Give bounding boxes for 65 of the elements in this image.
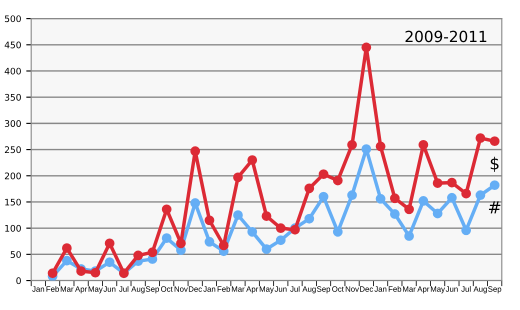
point <box>62 243 72 253</box>
point <box>432 208 442 218</box>
point <box>162 204 172 214</box>
point <box>104 257 114 268</box>
series-label: # <box>488 201 500 214</box>
point <box>332 176 343 186</box>
point <box>247 226 258 237</box>
y-tick-label: 450 <box>4 42 21 48</box>
point <box>318 192 328 202</box>
y-tick-label: 400 <box>4 68 21 75</box>
point <box>204 236 214 247</box>
point <box>490 180 500 190</box>
point <box>304 183 314 194</box>
y-tick-label: 50 <box>10 251 21 258</box>
point <box>318 169 328 180</box>
point <box>162 233 172 243</box>
point <box>432 178 442 188</box>
point <box>404 231 414 241</box>
point <box>62 256 72 266</box>
point <box>204 215 214 226</box>
y-tick-label: 100 <box>5 224 21 232</box>
point <box>361 144 372 154</box>
y-tick-label: 500 <box>4 15 21 22</box>
point <box>218 240 229 250</box>
point <box>461 225 472 236</box>
point <box>148 247 158 258</box>
point <box>176 238 186 248</box>
point <box>404 204 414 214</box>
point <box>490 136 500 146</box>
point <box>276 223 286 234</box>
point <box>190 198 200 208</box>
point <box>104 238 114 248</box>
y-tick-label: 0 <box>16 277 21 284</box>
point <box>376 194 386 204</box>
y-tick-label: 150 <box>5 198 21 206</box>
point <box>447 178 457 188</box>
y-tick-label: 300 <box>4 120 21 127</box>
y-tick-label: 350 <box>4 94 21 101</box>
text: 2009-2011 <box>406 30 486 42</box>
point <box>390 193 400 204</box>
point <box>304 214 314 224</box>
point <box>233 210 243 220</box>
point <box>476 133 486 143</box>
point <box>332 226 343 237</box>
y-tick-label: 200 <box>4 172 21 180</box>
point <box>262 244 272 254</box>
series-label: $ <box>490 156 499 172</box>
point <box>262 211 272 221</box>
point <box>233 172 243 182</box>
point <box>461 188 472 198</box>
point <box>390 209 400 219</box>
point <box>418 140 428 150</box>
point <box>133 250 144 260</box>
point <box>48 268 58 278</box>
y-tick-label: 250 <box>4 146 21 154</box>
point <box>476 190 486 200</box>
point <box>376 142 386 152</box>
point <box>276 235 286 246</box>
point <box>347 190 357 200</box>
point <box>418 196 428 206</box>
point <box>361 42 372 52</box>
point <box>347 140 357 150</box>
point <box>190 146 200 156</box>
point <box>447 192 457 203</box>
point <box>247 155 258 165</box>
